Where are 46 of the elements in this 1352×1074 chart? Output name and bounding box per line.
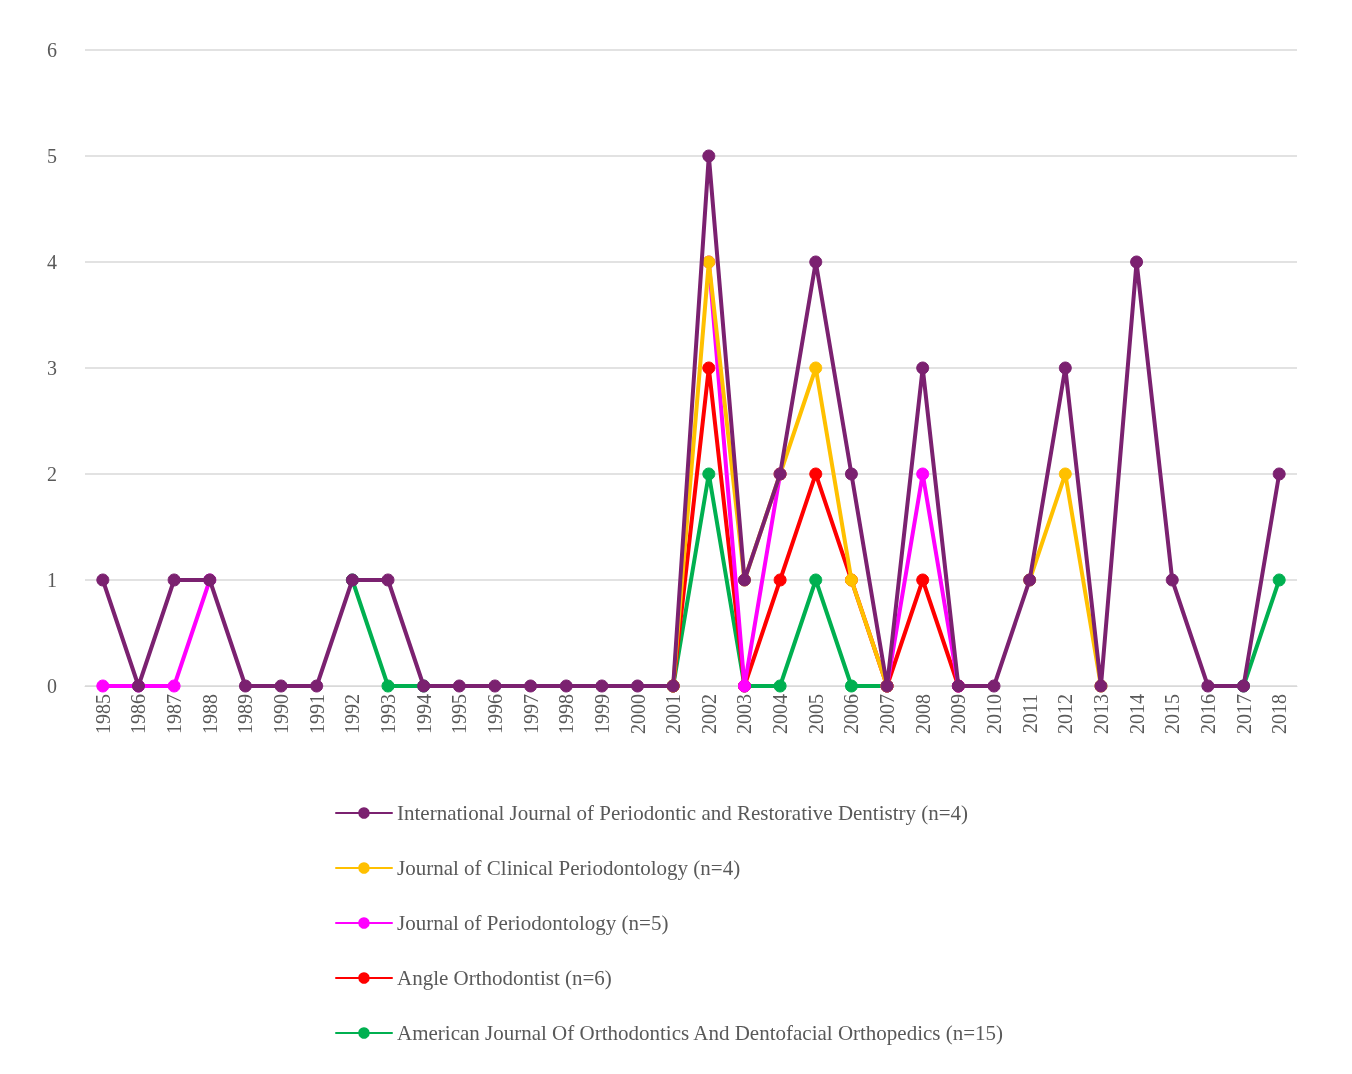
x-tick-label: 2015	[1161, 694, 1184, 734]
x-tick-label: 2018	[1268, 694, 1291, 734]
y-tick-label: 1	[47, 569, 57, 591]
x-tick-label: 1996	[483, 694, 506, 734]
x-tick-label: 2010	[983, 694, 1005, 734]
x-tick-label: 2002	[697, 694, 720, 734]
x-tick-label: 2005	[804, 694, 827, 734]
x-tick-label: 1995	[448, 694, 471, 734]
y-tick-label: 2	[47, 463, 57, 485]
x-tick-label: 1991	[305, 694, 328, 734]
x-tick-label: 1989	[234, 694, 257, 734]
x-tick-label: 2007	[876, 694, 899, 734]
y-tick-label: 6	[47, 39, 57, 61]
y-tick-label: 5	[47, 145, 57, 167]
x-tick-label: 2016	[1196, 694, 1219, 734]
x-tick-label: 1997	[519, 694, 542, 734]
x-tick-label: 2003	[733, 694, 756, 734]
x-tick-label: 2012	[1054, 694, 1077, 734]
x-tick-label: 1993	[377, 694, 399, 734]
x-tick-label: 2017	[1232, 694, 1255, 734]
x-tick-label: 1988	[198, 694, 221, 734]
x-tick-label: 1987	[163, 694, 186, 734]
x-tick-label: 1998	[555, 694, 578, 734]
x-tick-label: 2004	[769, 694, 792, 734]
x-tick-label: 1992	[341, 694, 364, 734]
x-tick-label: 2011	[1018, 694, 1041, 734]
y-tick-label: 4	[47, 251, 57, 273]
x-tick-label: 2013	[1089, 694, 1112, 734]
x-tick-label: 2000	[626, 694, 649, 734]
x-tick-label: 1994	[412, 694, 435, 734]
legend-label: International Journal of Periodontic and Restorative Dentistry (n=4)	[397, 801, 969, 825]
x-tick-label: 1986	[127, 694, 150, 734]
legend-label: Angle Orthodontist (n=6)	[397, 966, 612, 990]
x-tick-label: 2001	[662, 694, 685, 734]
legend-label: American Journal Of Orthodontics And Dentofacial Orthopedics (n=15)	[397, 1021, 1004, 1045]
x-tick-label: 2008	[911, 694, 934, 734]
y-tick-label: 3	[47, 357, 57, 379]
x-tick-label: 1985	[91, 694, 114, 734]
x-tick-label: 1999	[590, 694, 613, 734]
legend-label: Journal of Clinical Periodontology (n=4)	[397, 856, 741, 880]
y-tick-label: 0	[47, 675, 57, 697]
x-tick-label: 2009	[947, 694, 970, 734]
legend-label: Journal of Periodontology (n=5)	[397, 911, 669, 935]
x-tick-label: 1990	[270, 694, 293, 734]
x-tick-label: 2006	[840, 694, 863, 734]
x-tick-label: 2014	[1125, 694, 1148, 734]
